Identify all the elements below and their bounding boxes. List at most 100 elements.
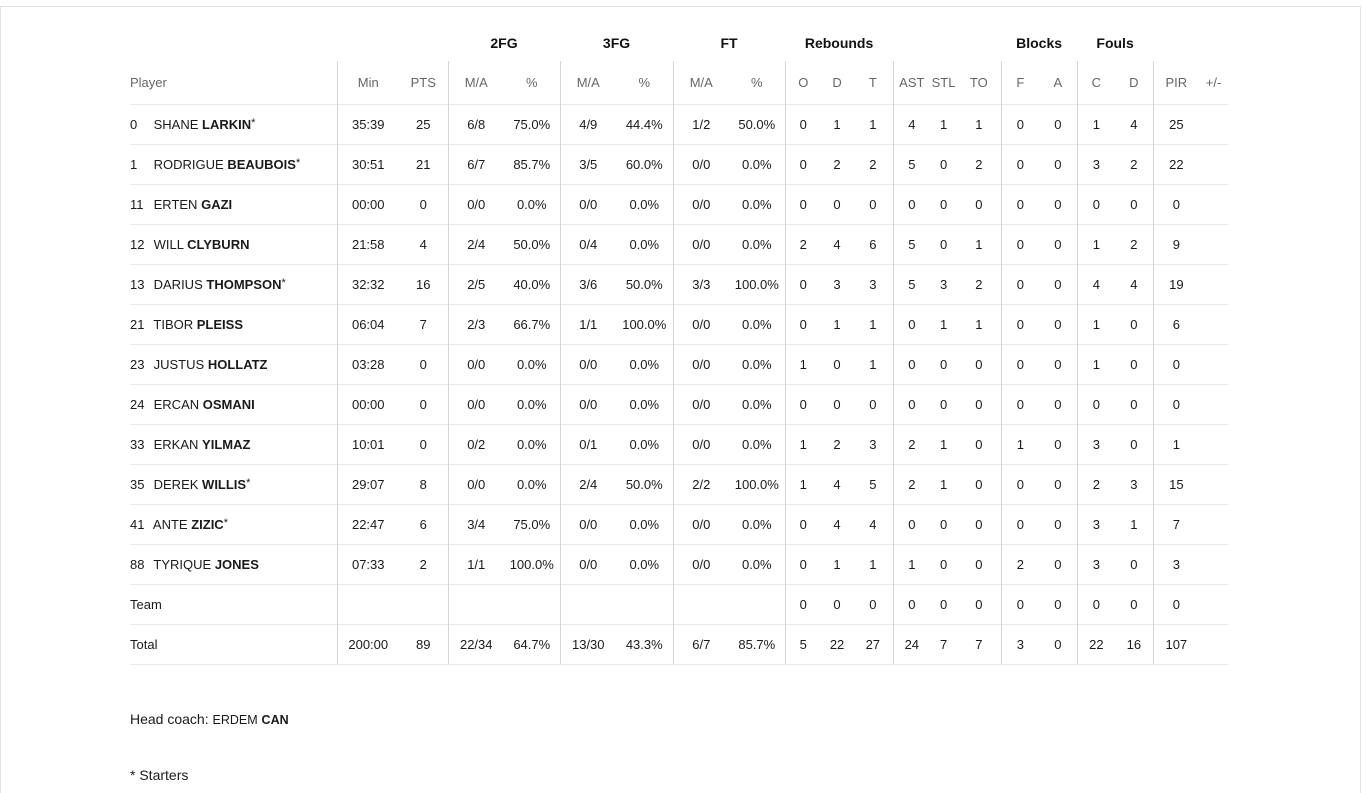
stat-2fg-ma: 2/4 [447,224,504,265]
stat-min: 07:33 [336,544,399,585]
stat-3fg-ma: 0/0 [559,504,617,545]
stat-reb-o: 0 [784,264,822,305]
stat-reb-t: 1 [853,544,894,585]
stat-min: 00:00 [336,384,399,425]
stat-ast: 0 [892,304,931,345]
stat-stl: 0 [930,544,958,585]
group-ft: FT [720,35,738,51]
header-ft-pct: % [751,75,763,90]
total-ast: 24 [892,624,931,665]
player-number: 0 [130,117,138,132]
stat-plus-minus [1199,264,1229,305]
header-stl: STL [931,75,956,90]
header-reb-o: O [784,61,822,105]
stat-2fg-pct: 50.0% [504,224,561,265]
stat-pir: 0 [1152,344,1200,385]
player-number: 11 [130,197,144,212]
stat-blk-f: 2 [1000,544,1040,585]
stat-reb-t: 4 [853,504,894,545]
stat-3fg-pct: 0.0% [616,224,674,265]
stat-reb-d: 3 [821,264,854,305]
stat-foul-c: 1 [1076,304,1116,345]
player-number: 13 [130,277,145,292]
player-number: 24 [130,397,145,412]
stat-reb-t: 3 [853,264,894,305]
team-pts [399,584,448,625]
player-first-name: SHANE [153,117,199,132]
stat-blk-a: 0 [1039,144,1078,185]
stat-3fg-ma: 3/6 [559,264,617,305]
team-blk-a: 0 [1039,584,1078,625]
player-last-name: HOLLATZ [207,357,268,372]
head-coach-first-name: ERDEM [212,713,258,727]
stat-reb-o: 0 [784,544,822,585]
header-plus-minus: +/- [1205,75,1222,90]
header-to: TO [969,75,988,90]
stat-3fg-pct: 60.0% [616,144,674,185]
stat-blk-a: 0 [1039,184,1078,225]
stat-foul-d: 4 [1115,264,1154,305]
stat-stl: 1 [930,464,958,505]
team-label: Team [130,584,337,625]
player-name-cell: 13 DARIUS THOMPSON* [130,264,337,305]
stat-ft-pct: 0.0% [729,184,786,225]
stat-ft-ma: 2/2 [672,464,730,505]
team-ft-ma [672,584,730,625]
stat-to: 0 [957,184,1002,225]
group-spacer-3 [1153,25,1228,61]
stat-reb-t: 1 [853,344,894,385]
player-number: 35 [130,477,145,492]
player-first-name: WILL [153,237,184,252]
total-pir: 107 [1152,624,1200,665]
stat-2fg-pct: 0.0% [504,184,561,225]
stat-ft-ma: 0/0 [672,344,730,385]
stat-foul-d: 0 [1115,544,1154,585]
total-foul-d: 16 [1115,624,1154,665]
stat-2fg-pct: 75.0% [504,104,561,145]
stat-stl: 1 [930,424,958,465]
stat-2fg-ma: 0/0 [447,344,504,385]
stat-pts: 0 [399,424,448,465]
stat-3fg-ma: 0/0 [559,184,617,225]
stat-3fg-pct: 100.0% [616,304,674,345]
stat-2fg-ma: 6/7 [447,144,504,185]
header-reb-d: D [832,75,842,90]
stat-pir: 1 [1152,424,1200,465]
player-number: 33 [130,437,145,452]
stat-foul-d: 0 [1115,304,1154,345]
stat-3fg-pct: 50.0% [616,464,674,505]
stat-ft-ma: 0/0 [672,384,730,425]
stat-2fg-ma: 3/4 [447,504,504,545]
stat-pts: 0 [399,344,448,385]
stat-reb-d: 2 [821,424,854,465]
stat-foul-c: 3 [1076,544,1116,585]
stat-rows: 0 SHANE LARKIN* 35:39 25 6/8 75.0% 4/9 44.4% 1/… [130,104,1229,665]
header-2fg-pct: % [525,75,538,90]
stat-reb-d: 0 [821,184,854,225]
stat-3fg-ma: 3/5 [559,144,617,185]
stat-ft-ma: 0/0 [672,144,730,185]
header-3fg-ma: M/A [559,61,617,105]
stat-to: 0 [957,344,1002,385]
player-name-cell: 0 SHANE LARKIN* [130,104,337,145]
stat-plus-minus [1199,224,1229,265]
stat-ft-pct: 0.0% [729,384,786,425]
stat-reb-o: 1 [784,344,822,385]
stat-min: 32:32 [336,264,399,305]
stat-plus-minus [1199,384,1229,425]
stat-ast: 0 [892,384,931,425]
total-2fg-ma: 22/34 [447,624,504,665]
team-ast: 0 [892,584,931,625]
stat-reb-t: 0 [853,184,894,225]
stat-foul-c: 3 [1076,504,1116,545]
stat-3fg-ma: 2/4 [559,464,617,505]
player-last-name: PLEISS [196,317,243,332]
stat-stl: 0 [930,344,958,385]
total-label: Total [130,624,337,665]
total-stl: 7 [930,624,958,665]
group-spacer [130,25,448,61]
stat-blk-f: 0 [1000,184,1040,225]
player-row: 12 WILL CLYBURN 21:58 4 2/4 50.0% 0/4 0.0% 0/0 0… [130,224,1229,265]
stat-stl: 1 [930,104,958,145]
stat-foul-c: 1 [1076,224,1116,265]
